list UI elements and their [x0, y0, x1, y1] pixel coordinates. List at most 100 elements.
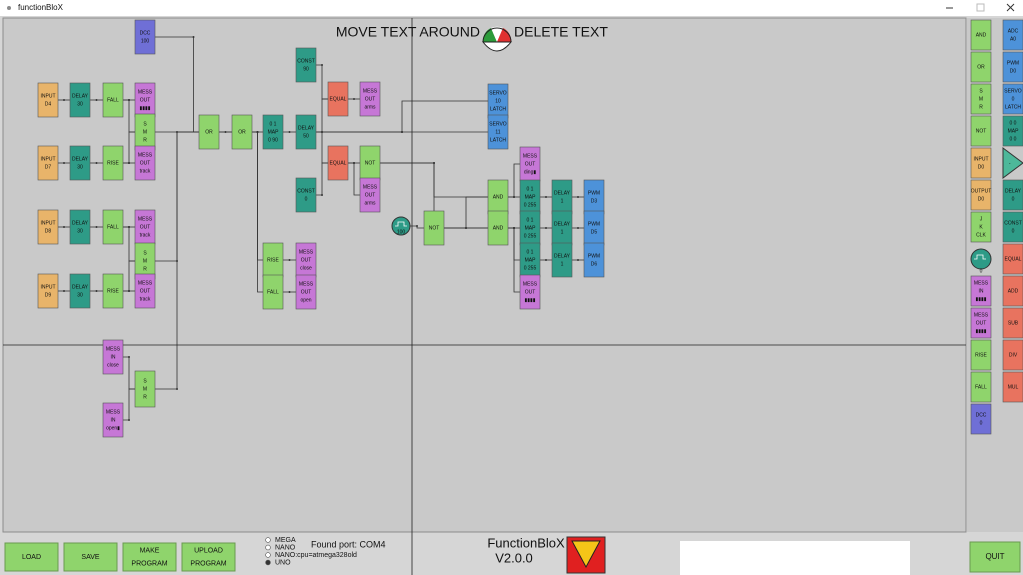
block[interactable]: PWM D3: [583, 179, 605, 215]
block[interactable]: DELAY 30: [69, 145, 91, 181]
block[interactable]: DIV: [1002, 339, 1023, 371]
block[interactable]: INPUT D9: [37, 273, 59, 309]
block[interactable]: DCC 0: [970, 403, 992, 435]
block[interactable]: RISE: [102, 145, 124, 181]
block[interactable]: PWM D0: [1002, 51, 1023, 83]
block[interactable]: FALL: [970, 371, 992, 403]
block[interactable]: MESS IN close: [102, 339, 124, 375]
block[interactable]: ADC A0: [1002, 19, 1023, 51]
block[interactable]: EQUAL: [327, 81, 349, 117]
block[interactable]: SMR: [134, 370, 156, 408]
block[interactable]: JK CLK: [970, 211, 992, 243]
block[interactable]: INPUT D8: [37, 209, 59, 245]
block[interactable]: MESS OUT track: [134, 145, 156, 181]
block[interactable]: CONST 90: [295, 47, 317, 83]
block[interactable]: DELAY 1: [551, 210, 573, 246]
radio-button[interactable]: [265, 552, 271, 558]
block[interactable]: 100: [391, 216, 411, 236]
block[interactable]: 0 0 MAP 0 0: [1002, 115, 1023, 147]
radio-label: NANO: [275, 544, 296, 551]
block[interactable]: AND: [487, 210, 509, 246]
move-text-label[interactable]: MOVE TEXT AROUND: [336, 24, 480, 40]
block[interactable]: PWM D6: [583, 242, 605, 278]
block[interactable]: DELAY 30: [69, 209, 91, 245]
block[interactable]: SMR: [134, 113, 156, 151]
text-field[interactable]: [680, 541, 910, 575]
block[interactable]: MESS IN ▮▮▮▮: [970, 275, 992, 307]
radio-button[interactable]: [265, 544, 271, 551]
block[interactable]: DELAY 50: [295, 114, 317, 150]
quit-button[interactable]: QUIT: [969, 541, 1021, 573]
block[interactable]: RISE: [262, 242, 284, 278]
block[interactable]: 0 1 MAP 0 255: [519, 210, 541, 246]
block[interactable]: SMR: [970, 83, 992, 115]
button[interactable]: LOAD: [4, 542, 59, 572]
block[interactable]: INPUT D0: [970, 147, 992, 179]
radio-button[interactable]: [265, 537, 271, 543]
block[interactable]: OR: [198, 114, 220, 150]
block[interactable]: DELAY 0: [1002, 179, 1023, 211]
block[interactable]: EQUAL: [1002, 243, 1023, 275]
block[interactable]: SERVO 0 LATCH: [1002, 83, 1023, 115]
block-label: LATCH: [490, 106, 506, 112]
close-button[interactable]: [1006, 3, 1015, 12]
block[interactable]: 0 1 MAP 0 255: [519, 179, 541, 215]
block[interactable]: MESS OUT ▮▮▮▮: [970, 307, 992, 339]
canvas[interactable]: [2, 17, 967, 533]
block[interactable]: OR: [231, 114, 253, 150]
block-label: D0: [978, 196, 985, 202]
block[interactable]: MESS OUT ▮▮▮▮: [134, 82, 156, 118]
block[interactable]: FALL: [102, 82, 124, 118]
block[interactable]: SMR: [134, 242, 156, 280]
block[interactable]: MESS OUT ding▮: [519, 146, 541, 182]
block[interactable]: MESS OUT ▮▮▮▮: [519, 274, 541, 310]
block[interactable]: AND: [487, 179, 509, 215]
block[interactable]: RISE: [970, 339, 992, 371]
block[interactable]: 0: [970, 248, 992, 274]
block-label: OUTPUT: [971, 188, 992, 194]
block[interactable]: SUB: [1002, 307, 1023, 339]
block[interactable]: MESS OUT track: [134, 273, 156, 309]
block[interactable]: ADD: [1002, 275, 1023, 307]
block[interactable]: -: [1002, 147, 1023, 179]
radio-button[interactable]: [265, 559, 271, 566]
block[interactable]: MUL: [1002, 371, 1023, 403]
block[interactable]: INPUT D4: [37, 82, 59, 118]
block[interactable]: INPUT D7: [37, 145, 59, 181]
block[interactable]: MESS OUT track: [134, 209, 156, 245]
delete-text-label[interactable]: DELETE TEXT: [514, 24, 608, 40]
block[interactable]: OR: [970, 51, 992, 83]
block[interactable]: 0 1 MAP 0 90: [262, 114, 284, 150]
block[interactable]: SERVO 11 LATCH: [487, 114, 509, 150]
block[interactable]: FALL: [102, 209, 124, 245]
block[interactable]: AND: [970, 19, 992, 51]
block[interactable]: DELAY 30: [69, 273, 91, 309]
button[interactable]: MAKE PROGRAM: [122, 542, 177, 572]
block[interactable]: DELAY 1: [551, 242, 573, 278]
block[interactable]: MESS OUT open: [295, 274, 317, 310]
maximize-button[interactable]: [976, 3, 985, 12]
block[interactable]: DCC 100: [134, 19, 156, 55]
block[interactable]: NOT: [359, 145, 381, 181]
block[interactable]: CONST 0: [295, 177, 317, 213]
block[interactable]: MESS IN open▮: [102, 402, 124, 438]
block[interactable]: MESS OUT close: [295, 242, 317, 278]
block-shape: [295, 274, 317, 310]
block[interactable]: NOT: [423, 210, 445, 246]
block[interactable]: DELAY 30: [69, 82, 91, 118]
block[interactable]: MESS OUT arms: [359, 81, 381, 117]
button[interactable]: SAVE: [63, 542, 118, 572]
block[interactable]: FALL: [262, 274, 284, 310]
block[interactable]: CONST 0: [1002, 211, 1023, 243]
block[interactable]: DELAY 1: [551, 179, 573, 215]
warning-triangle: [571, 540, 601, 569]
block[interactable]: 0 1 MAP 0 255: [519, 242, 541, 278]
block[interactable]: MESS OUT arms: [359, 177, 381, 213]
block[interactable]: PWM D5: [583, 210, 605, 246]
block[interactable]: EQUAL: [327, 145, 349, 181]
block[interactable]: RISE: [102, 273, 124, 309]
block[interactable]: NOT: [970, 115, 992, 147]
block[interactable]: SERVO 10 LATCH: [487, 83, 509, 119]
block[interactable]: OUTPUT D0: [970, 179, 992, 211]
button[interactable]: UPLOAD PROGRAM: [181, 542, 236, 572]
